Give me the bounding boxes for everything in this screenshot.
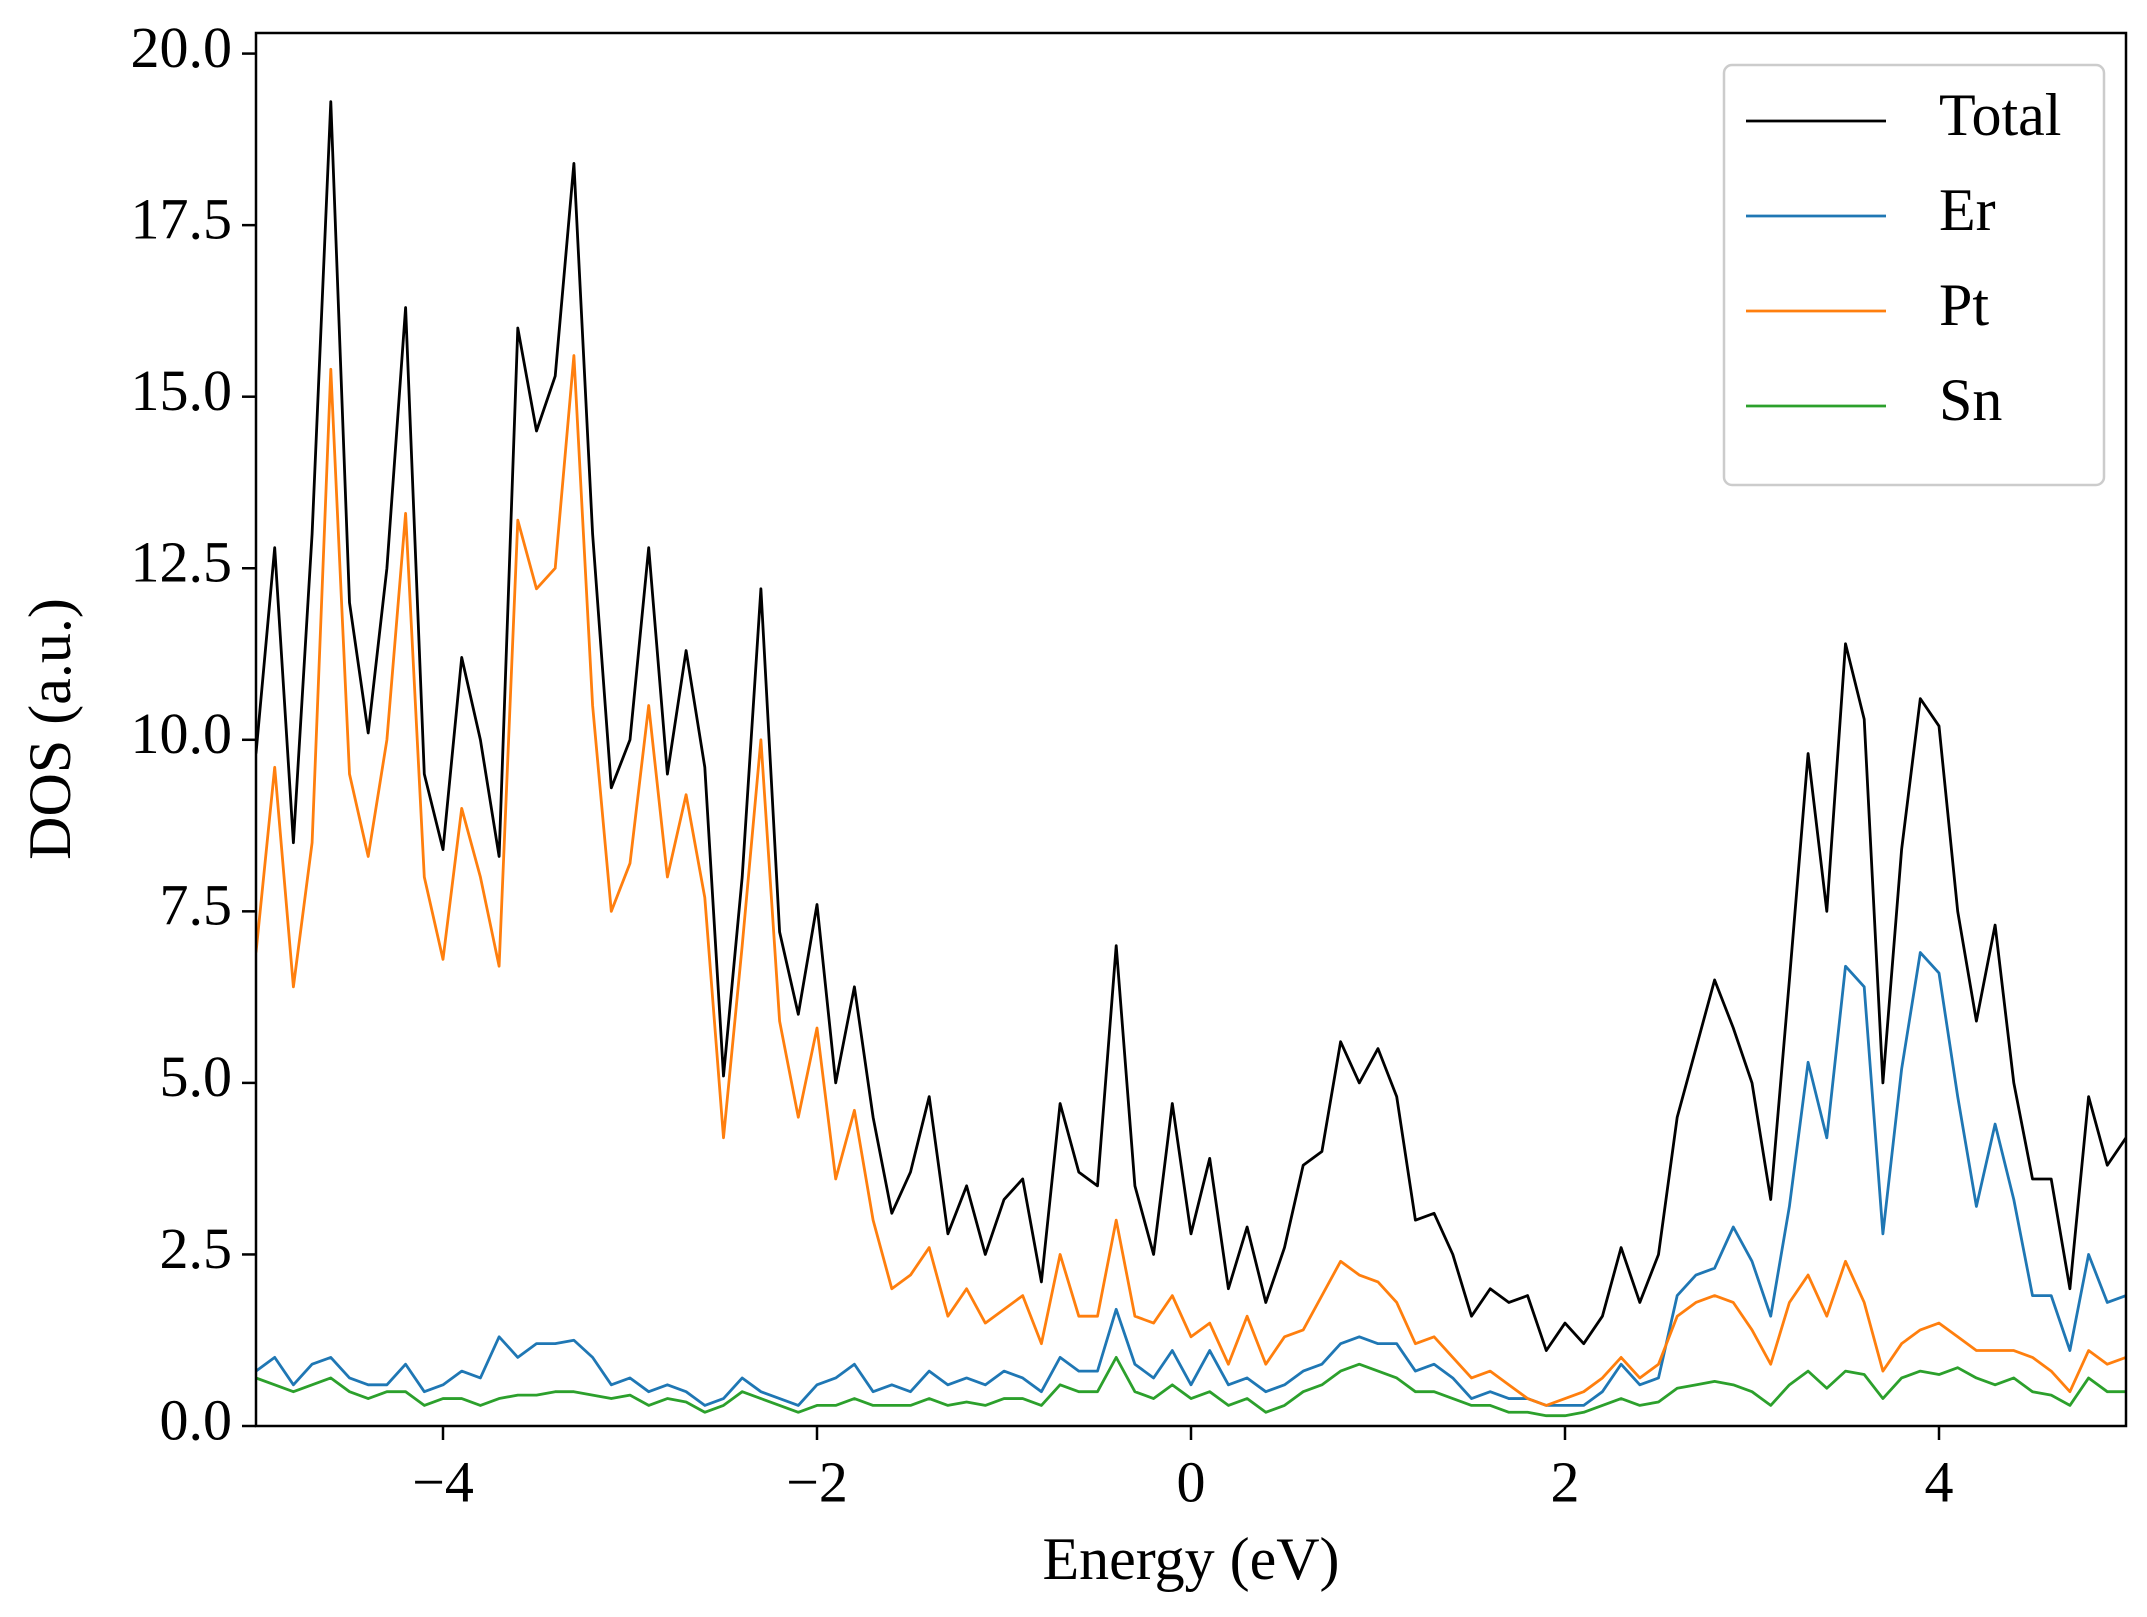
y-tick-label: 17.5	[131, 186, 233, 251]
x-tick-label: 4	[1925, 1449, 1954, 1514]
y-tick-label: 0.0	[160, 1387, 233, 1452]
y-tick-label: 15.0	[131, 358, 233, 423]
y-axis-label: DOS (a.u.)	[17, 598, 83, 860]
plot-frame	[254, 31, 2128, 1428]
legend-label: Sn	[1939, 367, 2002, 433]
series-line	[256, 951, 2126, 1407]
series-line	[256, 100, 2126, 1352]
x-axis-label: Energy (eV)	[1042, 1526, 1339, 1592]
y-tick-label: 10.0	[131, 701, 233, 766]
y-tick-label: 12.5	[131, 530, 233, 595]
legend-label: Pt	[1939, 272, 1989, 338]
legend-box	[1722, 63, 2106, 487]
y-tick-label: 7.5	[160, 873, 233, 938]
legend-label: Total	[1939, 82, 2061, 148]
legend-label: Er	[1939, 177, 1996, 243]
x-tick-label: 0	[1177, 1449, 1206, 1514]
y-tick-label: 5.0	[160, 1044, 233, 1109]
y-tick-label: 2.5	[160, 1216, 233, 1281]
y-tick-label: 20.0	[131, 15, 233, 80]
x-tick-label: −2	[786, 1449, 848, 1514]
series-line	[256, 1355, 2126, 1418]
series-line	[256, 354, 2126, 1407]
x-tick-label: −4	[412, 1449, 474, 1514]
x-tick-label: 2	[1551, 1449, 1580, 1514]
